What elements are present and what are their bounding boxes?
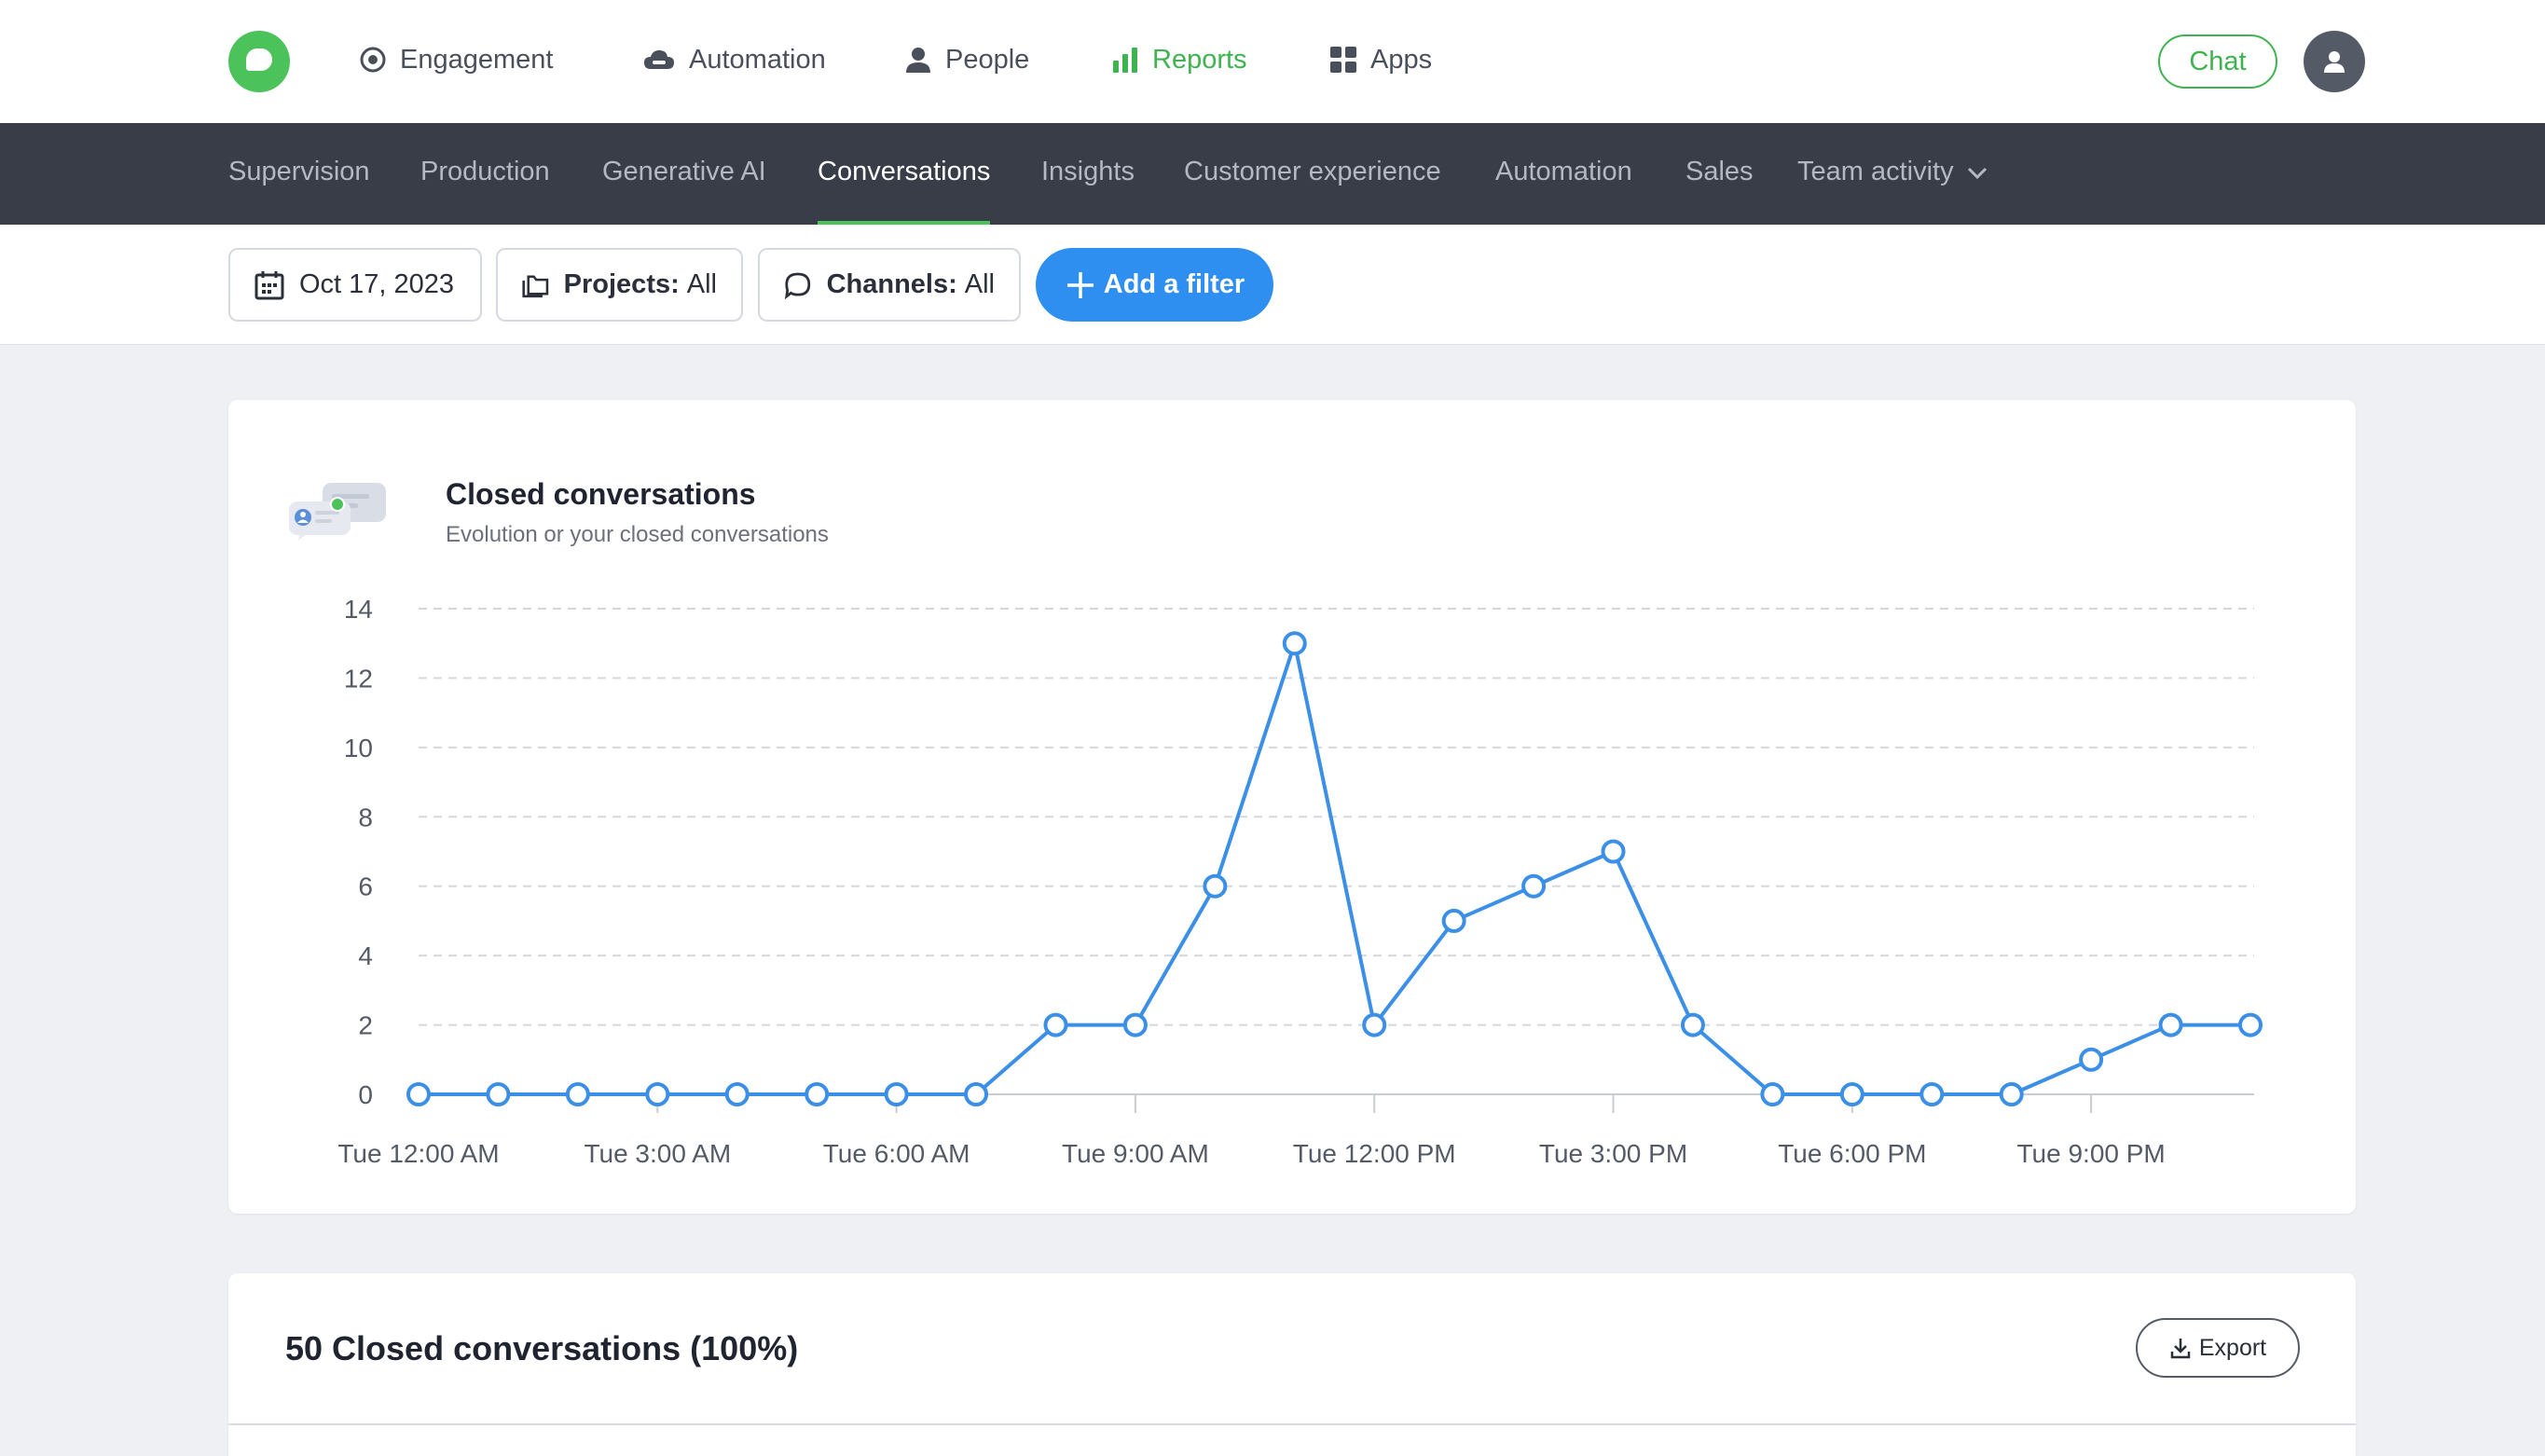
channels-filter-value: All — [964, 269, 995, 299]
nav-reports[interactable]: Reports — [1111, 37, 1247, 82]
channels-filter-key: Channels: — [826, 269, 957, 299]
chart-title: Closed conversations — [446, 477, 756, 511]
person-icon — [906, 48, 930, 73]
export-button[interactable]: Export — [2136, 1318, 2300, 1378]
subnav-conversations[interactable]: Conversations — [818, 157, 991, 225]
subnav-customer-experience[interactable]: Customer experience — [1184, 157, 1441, 186]
table-title: 50 Closed conversations (100%) — [285, 1329, 799, 1367]
nav-apps-label: Apps — [1370, 44, 1433, 75]
subnav-sales[interactable]: Sales — [1685, 157, 1754, 186]
subnav-insights[interactable]: Insights — [1041, 157, 1135, 186]
subnav-team-activity-label: Team activity — [1797, 157, 1954, 186]
plus-icon — [1066, 271, 1094, 298]
date-filter-button[interactable]: Oct 17, 2023 — [228, 248, 482, 322]
projects-filter-button[interactable]: Projects: All — [496, 248, 743, 322]
nav-apps[interactable]: Apps — [1329, 37, 1432, 82]
projects-filter-value: All — [686, 269, 717, 299]
export-label: Export — [2198, 1334, 2267, 1361]
download-icon — [2170, 1339, 2191, 1359]
chart-subtitle: Evolution or your closed conversations — [446, 522, 829, 547]
nav-people-label: People — [945, 44, 1030, 75]
filter-bar: Oct 17, 2023 Projects: All Channels: All… — [0, 225, 2545, 345]
subnav-automation[interactable]: Automation — [1495, 157, 1632, 186]
chat-bubble-icon — [784, 272, 811, 299]
target-icon — [360, 47, 386, 73]
add-filter-label: Add a filter — [1103, 269, 1245, 299]
subnav-supervision[interactable]: Supervision — [228, 157, 370, 186]
nav-engagement[interactable]: Engagement — [359, 37, 553, 82]
projects-filter-key: Projects: — [563, 269, 680, 299]
folders-icon — [522, 274, 549, 297]
nav-automation[interactable]: Automation — [642, 37, 826, 82]
subnav-production[interactable]: Production — [420, 157, 550, 186]
avatar[interactable] — [2304, 31, 2365, 92]
date-filter-label: Oct 17, 2023 — [299, 269, 455, 299]
top-navigation: Engagement Automation People Reports App… — [0, 0, 2545, 123]
table-header-divider — [228, 1423, 2356, 1425]
reports-subnav: Supervision Production Generative AI Con… — [0, 123, 2545, 225]
chevron-down-icon — [1967, 167, 1987, 180]
add-filter-button[interactable]: Add a filter — [1036, 248, 1273, 322]
user-icon — [2324, 51, 2345, 73]
nav-engagement-label: Engagement — [400, 44, 554, 75]
channels-filter-button[interactable]: Channels: All — [758, 248, 1021, 322]
closed-conversations-table-card — [228, 1273, 2356, 1456]
grid-icon — [1330, 47, 1356, 73]
logo[interactable] — [228, 31, 290, 92]
calendar-icon — [254, 270, 284, 299]
bar-chart-icon — [1113, 48, 1137, 73]
cloud-icon — [644, 50, 674, 69]
nav-reports-label: Reports — [1152, 44, 1247, 75]
chat-bubbles-illustration-icon — [289, 483, 386, 541]
nav-automation-label: Automation — [689, 44, 826, 75]
subnav-team-activity[interactable]: Team activity — [1797, 157, 1988, 187]
nav-people[interactable]: People — [904, 37, 1029, 82]
chat-button[interactable]: Chat — [2158, 34, 2277, 89]
subnav-generative-ai[interactable]: Generative AI — [602, 157, 766, 186]
